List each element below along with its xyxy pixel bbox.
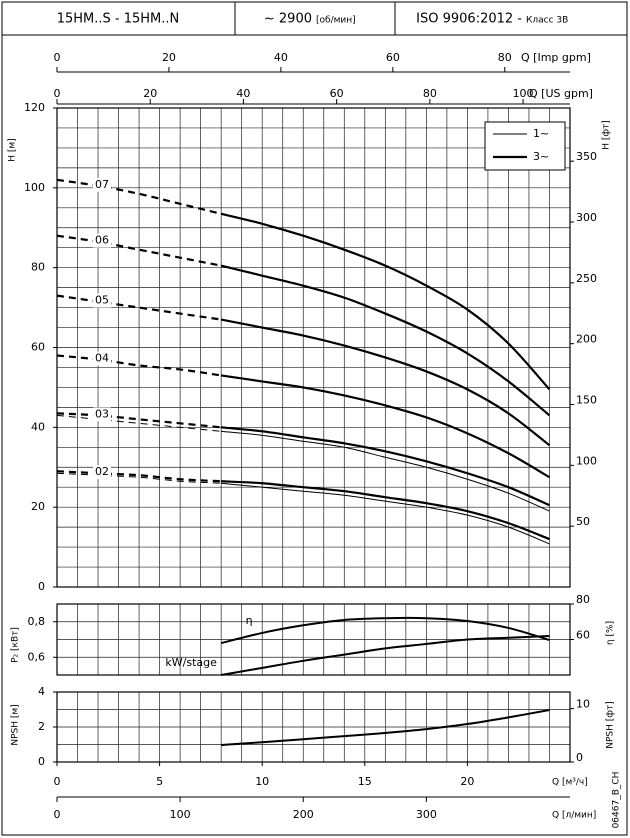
- x-tick-label: 20: [460, 775, 474, 788]
- curve: [56, 354, 222, 377]
- legend-label: 3~: [533, 150, 549, 163]
- y2-tick-label: 350: [576, 150, 597, 163]
- stage-label: 05: [95, 294, 109, 307]
- x-axis-label: Q [м³/ч]: [552, 778, 588, 788]
- x-tick-label: 0: [54, 775, 61, 788]
- speed-unit: [об/мин]: [316, 16, 356, 26]
- y2-tick-label: 300: [576, 211, 597, 224]
- legend-label: 1~: [533, 127, 549, 140]
- curve: [220, 212, 551, 391]
- label-bg: [93, 407, 112, 422]
- legend-box: [484, 121, 566, 171]
- x2-tick-label: 60: [386, 51, 400, 64]
- curve: [221, 430, 550, 512]
- x3-tick-label: 0: [54, 808, 61, 821]
- x3-axis-label: Q [л/мин]: [552, 811, 596, 821]
- curve: [220, 264, 551, 417]
- y2-tick-label: 60: [576, 629, 590, 642]
- model: 15HM..S - 15HM..N: [57, 12, 180, 27]
- y-tick-label: 0,6: [28, 650, 46, 663]
- x2-tick-label: 100: [513, 87, 534, 100]
- x3-tick-label: 100: [170, 808, 191, 821]
- label-bg: [93, 465, 112, 480]
- y-tick-label: 120: [24, 101, 45, 114]
- label-bg: [93, 233, 112, 248]
- y-tick-label: 100: [24, 181, 45, 194]
- x2-tick-label: 40: [236, 87, 250, 100]
- y-tick-label: 20: [31, 500, 45, 513]
- footer-code: 06467_B_CH: [612, 772, 622, 829]
- curve: [221, 480, 550, 541]
- curve: [56, 470, 222, 483]
- label-bg: [93, 351, 112, 366]
- speed: ~ 2900: [264, 12, 312, 27]
- label-bg: [93, 293, 112, 308]
- x2-axis-label: Q [Imp gpm]: [521, 51, 591, 64]
- y2-tick-label: 250: [576, 272, 597, 285]
- y-tick-label: 0: [38, 755, 45, 768]
- curve: [221, 426, 550, 507]
- stage-label: 02: [95, 465, 109, 478]
- class: Класс 3B: [526, 16, 568, 26]
- curve: [220, 318, 551, 447]
- curve: [220, 634, 550, 676]
- x2-tick-label: 20: [162, 51, 176, 64]
- x2-tick-label: 20: [143, 87, 157, 100]
- curve: [56, 412, 222, 429]
- y2-axis-label: η [%]: [606, 621, 616, 645]
- y-tick-label: 2: [38, 720, 45, 733]
- y-tick-label: 0,8: [28, 615, 46, 628]
- standard: ISO 9906:2012 -: [416, 12, 522, 27]
- y-axis-label: NPSH [м]: [11, 704, 21, 745]
- x2-tick-label: 80: [423, 87, 437, 100]
- y2-tick-label: 80: [576, 593, 590, 606]
- x2-axis-label: Q [US gpm]: [529, 87, 593, 100]
- stage-label: 06: [95, 234, 109, 247]
- x-tick-label: 15: [358, 775, 372, 788]
- curve: [221, 374, 551, 479]
- x-tick-label: 5: [156, 775, 163, 788]
- curve: [221, 482, 550, 545]
- x-tick-label: 10: [255, 775, 269, 788]
- label-bg: [93, 177, 112, 192]
- y2-tick-label: 150: [576, 394, 597, 407]
- y2-tick-label: 50: [576, 515, 590, 528]
- x2-tick-label: 40: [274, 51, 288, 64]
- y-tick-label: 4: [38, 685, 45, 698]
- x2-tick-label: 60: [330, 87, 344, 100]
- stage-label: 03: [95, 407, 109, 420]
- curve: [56, 234, 222, 267]
- y2-tick-label: 200: [576, 333, 597, 346]
- x3-tick-label: 300: [416, 808, 437, 821]
- y2-tick-label: 0: [576, 751, 583, 764]
- stage-label: 07: [95, 178, 109, 191]
- y-tick-label: 0: [38, 580, 45, 593]
- x3-tick-label: 200: [293, 808, 314, 821]
- y-axis-label: H [м]: [8, 138, 18, 161]
- y2-tick-label: 10: [576, 698, 590, 711]
- x2-tick-label: 80: [498, 51, 512, 64]
- x2-tick-label: 0: [54, 87, 61, 100]
- y-axis-label: P₂ [кВт]: [11, 627, 21, 663]
- y2-axis-label: NPSH [фт]: [606, 701, 616, 748]
- curve-label: kW/stage: [165, 656, 217, 669]
- curve: [221, 709, 550, 747]
- y2-axis-label: H [фт]: [602, 120, 612, 150]
- curve: [56, 294, 222, 321]
- x2-tick-label: 0: [54, 51, 61, 64]
- curve-label: η: [246, 614, 253, 627]
- y2-tick-label: 100: [576, 454, 597, 467]
- curve: [220, 616, 550, 645]
- curve: [56, 178, 222, 215]
- curve: [56, 414, 222, 432]
- y-tick-label: 40: [31, 420, 45, 433]
- curve: [56, 472, 222, 484]
- stage-label: 04: [95, 351, 109, 364]
- y-tick-label: 60: [31, 341, 45, 354]
- y-tick-label: 80: [31, 261, 45, 274]
